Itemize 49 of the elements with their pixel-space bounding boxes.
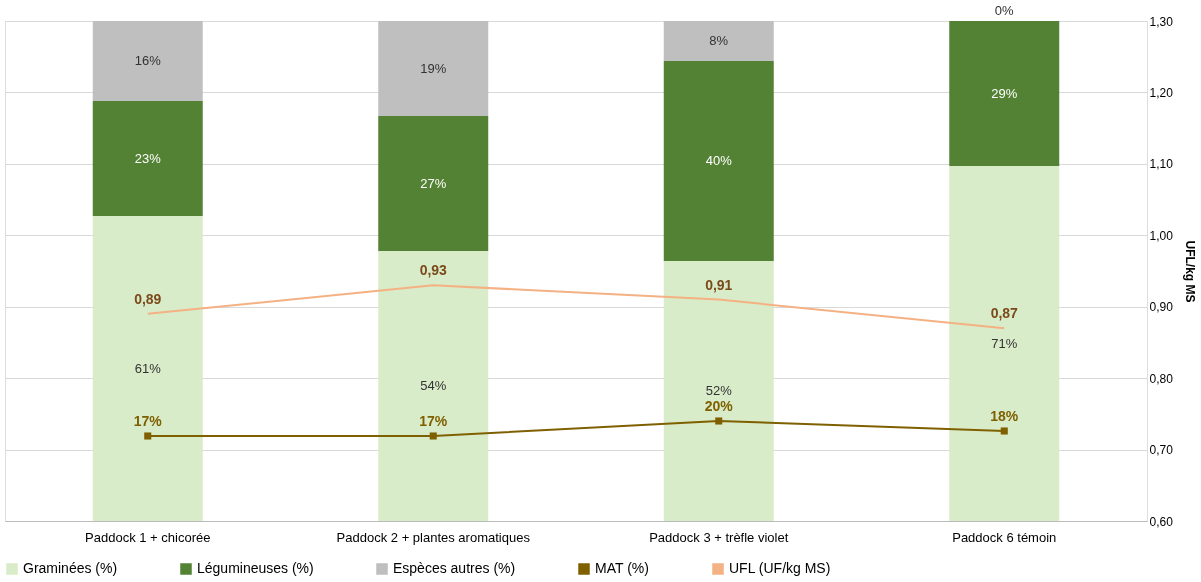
- data-label: 18%: [990, 408, 1019, 424]
- x-tick-label: Paddock 2 + plantes aromatiques: [336, 529, 531, 545]
- bar: [949, 166, 1060, 521]
- data-label: 0,93: [419, 262, 448, 279]
- text: 0,80: [1149, 371, 1173, 386]
- legend-label: Espèces autres (%): [393, 560, 516, 576]
- data-label: 23%: [134, 150, 162, 166]
- data-label: 0,87: [990, 305, 1019, 322]
- data-label: 29%: [991, 85, 1018, 101]
- bar: [663, 61, 774, 261]
- data-label: 0,89: [134, 290, 162, 307]
- bar: [378, 116, 489, 251]
- data-label: 19%: [420, 60, 447, 76]
- bar: [663, 261, 774, 521]
- x-tick-label: Paddock 6 témoin: [952, 529, 1057, 545]
- text: 0,70: [1149, 443, 1173, 458]
- data-label: 61%: [134, 360, 162, 376]
- bar: [663, 21, 774, 61]
- bar: [92, 101, 203, 216]
- legend-label: Légumineuses (%): [197, 560, 314, 576]
- data-label: 0,91: [705, 276, 733, 293]
- data-label: 17%: [419, 413, 448, 429]
- data-label: 71%: [991, 335, 1018, 351]
- legend-label: Graminées (%): [23, 560, 118, 576]
- data-label: 52%: [705, 383, 733, 398]
- data-label: 17%: [133, 413, 163, 429]
- x-tick-label: Paddock 1 + chicorée: [85, 529, 211, 545]
- legend-label: UFL (UF/kg MS): [729, 560, 831, 576]
- bar: [378, 21, 489, 116]
- data-label: 40%: [705, 153, 733, 168]
- data-label: 20%: [704, 398, 734, 414]
- data-label: 27%: [420, 175, 447, 191]
- bar: [378, 251, 489, 521]
- legend-label: MAT (%): [595, 560, 649, 576]
- x-tick-label: Paddock 3 + trèfle violet: [649, 529, 789, 545]
- text: 0,60: [1149, 514, 1173, 529]
- data-label: 8%: [709, 33, 729, 48]
- text: 1,20: [1149, 85, 1173, 100]
- data-label: 54%: [420, 378, 447, 393]
- y2-axis-title: UFL/kg MS: [1182, 240, 1197, 303]
- text: 1,30: [1149, 14, 1173, 29]
- bar: [92, 21, 203, 101]
- data-label: 16%: [134, 53, 162, 68]
- bar: [949, 21, 1060, 166]
- data-label: 0%: [994, 3, 1015, 18]
- text: 1,10: [1149, 157, 1173, 172]
- bar: [92, 216, 203, 521]
- text: 0,90: [1149, 300, 1173, 315]
- text: 1,00: [1149, 228, 1173, 243]
